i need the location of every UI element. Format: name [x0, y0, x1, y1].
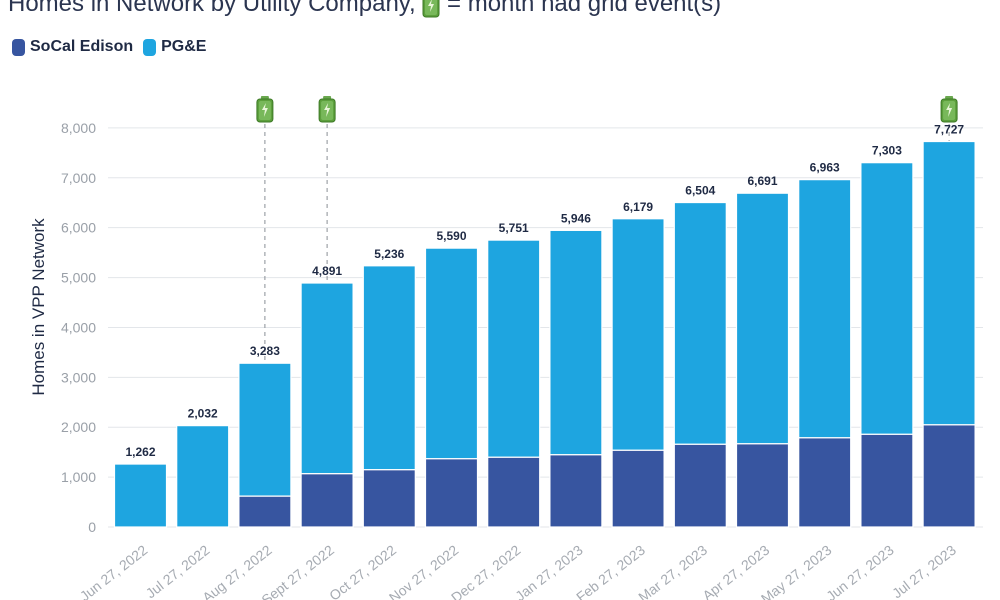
bar-segment-pg-e[interactable] — [735, 192, 790, 445]
bar-segment-pg-e[interactable] — [424, 247, 479, 460]
chart-title-prefix: Homes in Network by Utility Company, — [8, 0, 416, 17]
y-tick-label: 2,000 — [61, 419, 96, 435]
bar-segment-socal-edison[interactable] — [735, 443, 790, 528]
y-tick-label: 1,000 — [61, 469, 96, 485]
bar-segment-socal-edison[interactable] — [549, 454, 603, 528]
y-axis-label: Homes in VPP Network — [29, 218, 48, 396]
y-tick-label: 3,000 — [61, 369, 96, 385]
bar-segment-pg-e[interactable] — [798, 179, 852, 439]
bar-total-label: 5,946 — [561, 211, 591, 225]
bar-segment-pg-e[interactable] — [176, 425, 230, 528]
legend-item-pge[interactable]: PG&E — [143, 38, 206, 56]
bar-total-label: 6,504 — [685, 184, 715, 198]
bar-total-label: 7,303 — [872, 144, 902, 158]
y-tick-label: 0 — [88, 519, 96, 535]
legend-swatch-pge — [143, 38, 157, 56]
bars — [113, 140, 976, 528]
bar-segment-socal-edison[interactable] — [922, 424, 976, 528]
chart-title: Homes in Network by Utility Company, = m… — [8, 0, 721, 18]
bar-segment-socal-edison[interactable] — [611, 449, 665, 528]
legend-label-pge: PG&E — [161, 38, 207, 55]
y-tick-label: 6,000 — [61, 220, 96, 236]
y-tick-label: 5,000 — [61, 270, 96, 286]
bar-segment-pg-e[interactable] — [487, 239, 541, 458]
y-tick-label: 8,000 — [61, 120, 96, 136]
bar-segment-pg-e[interactable] — [673, 201, 727, 445]
y-tick-label: 4,000 — [61, 319, 96, 335]
bar-total-label: 5,590 — [436, 229, 466, 243]
bar-segment-socal-edison[interactable] — [424, 458, 479, 528]
bar-segment-pg-e[interactable] — [549, 229, 603, 456]
battery-icon — [318, 96, 336, 123]
x-tick-label: Jul 27, 2023 — [889, 542, 959, 600]
grid-event-markers — [256, 96, 958, 527]
y-tick-label: 7,000 — [61, 170, 96, 186]
bar-segment-pg-e[interactable] — [362, 265, 416, 471]
bar-total-label: 2,032 — [188, 407, 218, 421]
bar-segment-socal-edison[interactable] — [238, 495, 292, 528]
x-tick-label: Jun 27, 2022 — [77, 542, 151, 600]
legend-label-socal-edison: SoCal Edison — [30, 38, 134, 55]
bar-segment-socal-edison[interactable] — [487, 456, 541, 528]
legend-swatch-socal-edison — [12, 38, 25, 56]
bar-segment-pg-e[interactable] — [860, 162, 914, 435]
bar-total-label: 3,283 — [250, 344, 280, 358]
battery-icon — [256, 96, 274, 123]
bar-total-label: 7,727 — [934, 123, 964, 137]
bar-segment-socal-edison[interactable] — [860, 433, 914, 528]
bar-total-labels: 1,262 2,032 3,283 4,891 5,236 5,590 5,751 5,946… — [125, 123, 964, 460]
battery-icon — [422, 0, 440, 18]
x-tick-label: Jun 27, 2023 — [823, 542, 897, 600]
legend-item-socal-edison[interactable]: SoCal Edison — [12, 38, 133, 56]
chart-title-suffix: = month had grid event(s) — [447, 0, 722, 17]
bar-segment-pg-e[interactable] — [611, 218, 665, 451]
bar-segment-socal-edison[interactable] — [673, 443, 727, 528]
bar-segment-socal-edison[interactable] — [362, 469, 416, 528]
bar-total-label: 5,236 — [374, 247, 404, 261]
bar-segment-pg-e[interactable] — [300, 282, 354, 475]
bar-total-label: 4,891 — [312, 264, 342, 278]
battery-icon — [940, 96, 958, 123]
bar-total-label: 1,262 — [125, 445, 155, 459]
bar-segment-socal-edison[interactable] — [300, 473, 354, 528]
bar-segment-pg-e[interactable] — [113, 463, 168, 528]
bar-segment-pg-e[interactable] — [238, 362, 292, 497]
bar-segment-pg-e[interactable] — [922, 140, 976, 426]
bar-segment-socal-edison[interactable] — [798, 437, 852, 528]
legend: SoCal Edison PG&E — [12, 38, 206, 56]
bar-total-label: 6,179 — [623, 200, 653, 214]
bar-total-label: 6,691 — [747, 174, 777, 188]
bar-total-label: 5,751 — [499, 221, 529, 235]
bar-total-label: 6,963 — [810, 161, 840, 175]
